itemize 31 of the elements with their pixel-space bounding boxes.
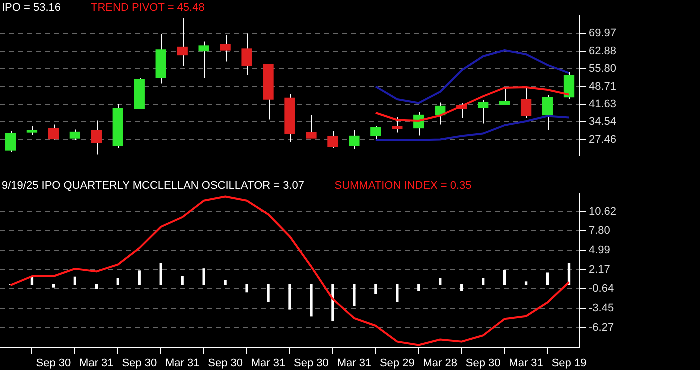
y-tick-label: 27.46: [589, 134, 617, 146]
y-tick-label: -6.27: [589, 322, 614, 334]
x-tick-label: Mar 31: [337, 358, 372, 370]
x-tick-label: Sep 30: [122, 358, 158, 370]
x-tick-label: Mar 31: [509, 358, 544, 370]
x-tick-label: Sep 30: [36, 358, 72, 370]
y-tick-label: 7.80: [589, 225, 610, 238]
y-tick-label: 41.63: [589, 98, 617, 110]
y-tick-label: 34.54: [589, 116, 617, 128]
chart-title: IPO = 53.16: [2, 2, 62, 14]
y-tick-label: 62.88: [589, 45, 617, 58]
x-tick-label: Sep 29: [380, 358, 415, 370]
x-tick-label: Sep 30: [466, 358, 501, 370]
text: 9/19/25 IPO QUARTERLY MCCLELLAN OSCILLATOR = 3.07: [2, 180, 305, 192]
y-tick-label: 10.62: [589, 206, 617, 218]
text: SUMMATION INDEX = 0.35: [334, 180, 472, 192]
x-tick-label: Sep 19: [552, 358, 587, 370]
y-tick-label: 4.99: [589, 244, 610, 256]
text: TREND PIVOT = 45.48: [91, 2, 205, 14]
y-tick-label: 69.97: [589, 28, 617, 40]
y-tick-label: -0.64: [589, 283, 614, 296]
y-tick-label: 48.71: [589, 80, 617, 93]
x-tick-label: Mar 31: [251, 358, 286, 370]
y-tick-label: 55.80: [589, 63, 617, 76]
x-tick-label: Mar 31: [80, 358, 114, 370]
y-tick-label: -3.45: [589, 302, 614, 314]
x-tick-label: Mar 31: [165, 358, 200, 370]
y-tick-label: 2.17: [589, 264, 610, 276]
x-tick-label: Sep 30: [294, 358, 329, 370]
x-tick-label: Sep 30: [208, 358, 243, 370]
x-tick-label: Mar 28: [423, 358, 458, 370]
